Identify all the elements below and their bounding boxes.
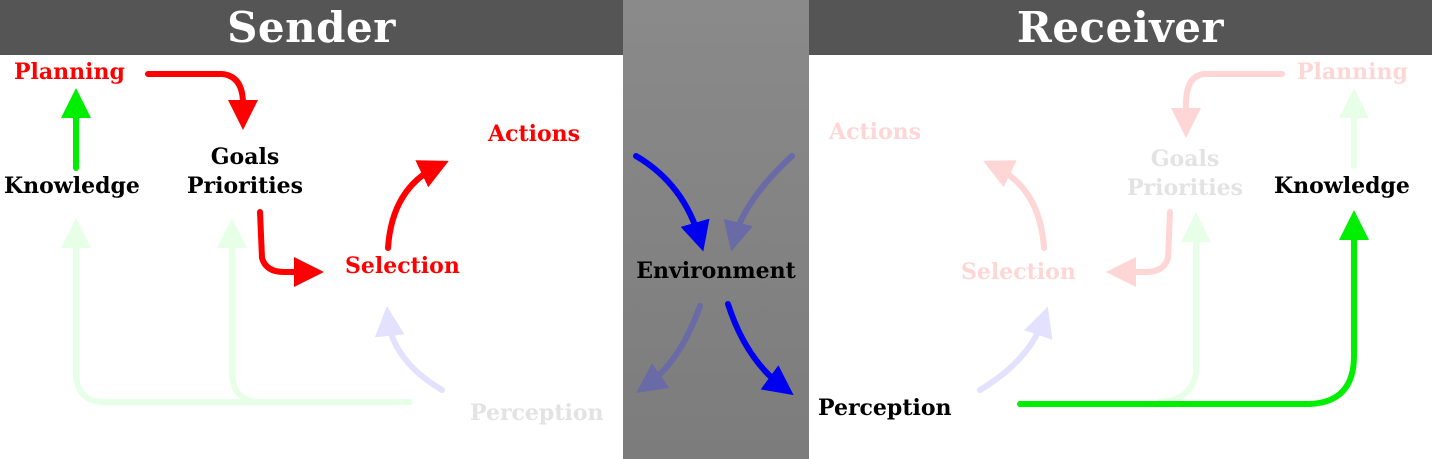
receiver-actions-label: Actions — [829, 119, 922, 145]
receiver-header: Receiver — [809, 0, 1432, 55]
environment-blue-arrow-in — [633, 153, 710, 252]
sender-selection-label: Selection — [345, 253, 460, 279]
receiver-perception-label: Perception — [818, 395, 952, 421]
receiver-goals-label: Goals — [1150, 146, 1220, 172]
sender-red-arrow-actions — [385, 160, 449, 251]
sender-red-arrow-goals — [145, 71, 258, 130]
sender-faint-green-arrow-knowledge — [61, 218, 413, 405]
receiver-faint-red-arrow-goals — [1171, 71, 1285, 138]
sender-goals-label: Goals — [210, 144, 280, 170]
receiver-selection-label: Selection — [961, 259, 1076, 285]
receiver-faint-red-arrow-selection — [1106, 209, 1173, 287]
sender-header: Sender — [0, 0, 623, 55]
environment-faint-arrow-in — [723, 153, 795, 252]
receiver-priorities-label: Priorities — [1126, 175, 1243, 201]
sender-title: Sender — [227, 3, 396, 52]
sender-perception-label: Perception — [470, 400, 604, 426]
receiver-title: Receiver — [1016, 3, 1225, 52]
environment-blue-arrow-out — [725, 301, 794, 396]
receiver-knowledge-label: Knowledge — [1274, 173, 1410, 199]
receiver-green-arrow-knowledge — [1017, 210, 1369, 407]
sender-faint-green-arrow-goals — [217, 218, 413, 405]
sender-knowledge-label: Knowledge — [4, 173, 140, 199]
sender-faint-blue-arrow-selection — [374, 306, 445, 393]
receiver-planning-label: Planning — [1297, 59, 1408, 85]
environment-label: Environment — [636, 258, 796, 284]
sender-red-arrow-selection — [257, 209, 324, 287]
sender-actions-label: Actions — [488, 121, 581, 147]
receiver-faint-red-arrow-actions — [983, 160, 1047, 251]
sender-priorities-label: Priorities — [186, 173, 303, 199]
environment-faint-arrow-out — [636, 303, 703, 393]
sender-planning-label: Planning — [14, 59, 125, 85]
receiver-faint-blue-arrow-selection — [977, 306, 1053, 393]
